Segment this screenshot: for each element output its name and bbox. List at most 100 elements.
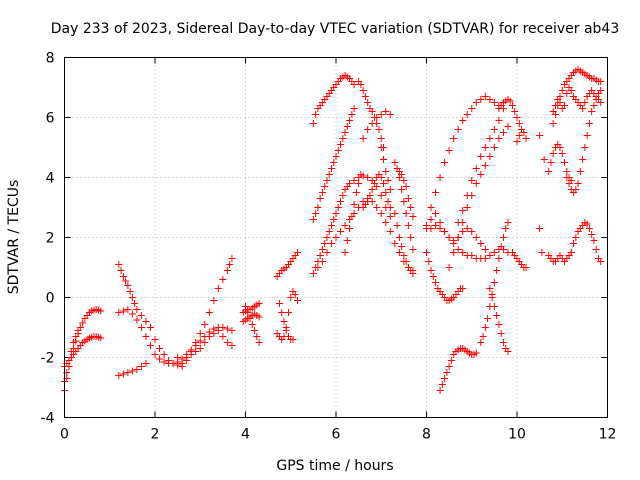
data-point	[248, 321, 256, 328]
y-tick-label: -4	[41, 411, 55, 427]
data-point	[386, 111, 394, 118]
data-point	[570, 240, 578, 247]
data-point	[174, 361, 182, 369]
y-tick-label: 4	[46, 171, 55, 187]
data-point	[210, 330, 218, 337]
data-point	[251, 327, 259, 334]
data-point	[438, 381, 446, 388]
data-point	[332, 210, 340, 217]
data-point	[441, 159, 449, 166]
data-point	[174, 354, 182, 361]
data-point	[142, 360, 150, 367]
y-tick-label: -2	[41, 351, 55, 367]
data-point	[205, 309, 213, 316]
data-point	[398, 243, 406, 250]
data-point	[119, 307, 127, 315]
data-point	[126, 288, 134, 295]
data-point	[327, 240, 335, 247]
data-point	[423, 249, 430, 256]
data-point	[495, 321, 503, 328]
data-point	[581, 144, 589, 151]
data-point	[549, 150, 557, 157]
data-point	[223, 267, 231, 274]
data-point	[427, 204, 435, 211]
data-point	[583, 220, 591, 228]
data-point	[590, 237, 598, 244]
data-point	[321, 240, 329, 247]
data-point	[592, 246, 600, 253]
data-point	[481, 93, 489, 100]
data-point	[490, 144, 498, 151]
data-point	[561, 102, 569, 109]
data-point	[398, 171, 406, 178]
data-point	[339, 192, 347, 199]
data-point	[481, 255, 489, 262]
data-point	[341, 249, 349, 256]
data-point	[468, 105, 476, 112]
data-point	[436, 219, 444, 226]
data-point	[441, 375, 449, 382]
data-point	[368, 186, 376, 193]
data-point	[459, 207, 467, 214]
data-point	[486, 153, 494, 160]
data-point	[445, 363, 453, 370]
data-point	[146, 324, 154, 331]
data-point	[146, 342, 154, 349]
data-point	[463, 111, 471, 118]
data-point	[314, 264, 322, 271]
data-point	[481, 246, 489, 253]
data-point	[309, 216, 317, 223]
data-point	[558, 87, 566, 94]
data-point	[119, 273, 127, 280]
data-point	[504, 219, 512, 226]
data-point	[364, 198, 372, 205]
data-point	[561, 159, 569, 166]
data-point	[545, 168, 553, 175]
data-point	[97, 334, 105, 342]
data-point	[477, 96, 485, 103]
data-point	[65, 357, 73, 364]
data-point	[454, 234, 462, 241]
data-point	[287, 294, 295, 301]
data-point	[278, 309, 286, 316]
data-point	[477, 153, 485, 160]
data-point	[404, 222, 412, 229]
data-point	[255, 300, 263, 307]
y-tick-label: 2	[46, 231, 55, 247]
data-point	[201, 339, 209, 346]
x-axis-label: GPS time / hours	[276, 458, 393, 474]
data-point	[536, 225, 544, 232]
data-point	[551, 102, 559, 109]
x-tick-label: 12	[599, 427, 617, 443]
data-point	[294, 249, 302, 256]
data-point	[563, 174, 571, 181]
data-point	[585, 225, 593, 232]
data-point	[436, 174, 444, 181]
data-point	[477, 339, 485, 346]
data-point	[343, 237, 351, 244]
data-point	[490, 279, 498, 286]
data-point	[563, 90, 571, 97]
data-point	[436, 387, 444, 394]
data-point	[454, 126, 462, 133]
data-point	[395, 234, 403, 241]
data-point	[97, 307, 105, 315]
data-point	[384, 177, 392, 184]
data-point	[359, 87, 367, 94]
data-point	[402, 210, 410, 217]
data-point	[280, 318, 288, 325]
data-point	[350, 105, 358, 112]
data-point	[486, 252, 494, 259]
data-point	[490, 249, 498, 256]
data-point	[445, 147, 453, 154]
data-point	[398, 186, 406, 193]
data-point	[588, 108, 596, 115]
data-point	[214, 327, 222, 334]
data-point	[409, 213, 417, 220]
data-point	[255, 313, 263, 321]
data-point	[312, 111, 320, 118]
plot-frame	[64, 57, 608, 418]
data-point	[131, 300, 139, 307]
data-point	[565, 180, 573, 187]
data-point	[572, 186, 580, 193]
